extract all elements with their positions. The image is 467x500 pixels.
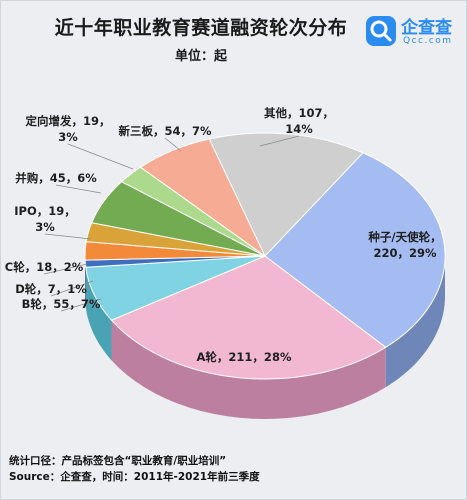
footnote-scope: 统计口径：产品标签包含“职业教育/职业培训” [9,455,227,467]
pie-side-0 [385,256,445,388]
slice-label-2-line1: A轮，211，28% [197,350,292,364]
slice-label-0-line1: 其他，107， [264,106,334,120]
slice-label-8-line1: 定向增发，19， [25,114,110,128]
slice-label-7-line1: 并购，45，6% [15,171,97,185]
leader-line-8 [67,143,134,170]
slice-label-8-line2: 3% [58,130,78,144]
slice-labels: 其他，107， 14% 种子/天使轮， 220，29% A轮，211，28% B轮，55，… [5,106,442,364]
logo-domain: Qcc.com [403,36,453,46]
logo-name: 企查查 [401,18,452,38]
leader-line-4 [50,280,94,297]
footnote: 统计口径：产品标签包含“职业教育/职业培训” Source：企查查，时间：201… [9,453,260,485]
pie-slice-9 [208,132,364,257]
leader-line-5 [43,263,88,275]
slice-label-6-line2: 3% [35,220,55,234]
slice-label-0-line2: 14% [285,122,313,136]
slice-label-9-line1: 新三板，54，7% [118,124,212,138]
pie-side-1 [111,320,386,419]
leader-line-7 [55,184,102,194]
slice-label-1-line2: 220，29% [373,246,437,260]
slice-label-3-line1: B轮，55，7% [22,297,101,311]
chart-title: 近十年职业教育赛道融资轮次分布 [54,17,348,39]
slice-label-4-line1: D轮，7，1% [15,282,87,296]
chart-unit: 单位：起 [174,49,227,64]
leader-line-3 [60,298,102,312]
leader-lines [43,135,300,312]
slice-label-5-line1: C轮，18，2% [5,260,84,274]
leader-line-0 [259,135,300,147]
footnote-source: Source：企查查，时间：2011年-2021年前三季度 [9,471,260,483]
slice-label-1-line1: 种子/天使轮， [367,230,441,244]
pie-top-layer [84,132,446,380]
leader-line-6 [44,233,92,240]
pie-slice-1 [110,255,387,380]
leader-line-9 [164,137,182,152]
pie-side-2 [85,267,112,361]
pie-slice-0 [264,152,446,348]
qichacha-logo: 企查查 Qcc.com [366,13,462,53]
logo-mark-icon [366,16,396,46]
slice-label-6-line1: IPO，19， [14,204,76,218]
